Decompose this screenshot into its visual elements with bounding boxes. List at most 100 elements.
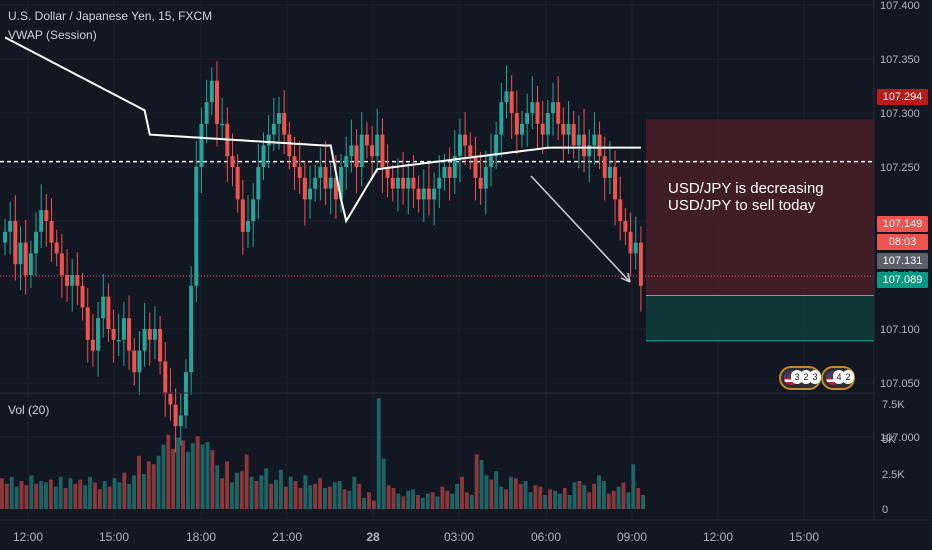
volume-bar [391, 488, 396, 509]
candle-body [566, 123, 571, 135]
event-badge-1[interactable]: 3 2 3 [779, 366, 821, 390]
volume-bar [318, 478, 322, 509]
candle-body [618, 199, 623, 221]
axes [0, 0, 932, 521]
candle-body [452, 156, 457, 178]
volume-bar [337, 481, 342, 509]
volume-bar [323, 488, 327, 509]
volume-tick-label: 5K [882, 434, 896, 446]
volume-bar [435, 496, 440, 509]
volume-bar [73, 483, 78, 509]
volume-bar [499, 486, 504, 509]
arrow-head [620, 272, 631, 283]
volume-bar [445, 490, 450, 509]
candle-body [545, 113, 550, 135]
volume-bar [420, 497, 425, 509]
volume-bar [44, 482, 48, 509]
time-tick-label: 21:00 [272, 530, 302, 544]
volume-bar [327, 486, 332, 509]
volume-bar [112, 478, 117, 509]
time-tick-label: 28 [366, 530, 380, 544]
volume-bar [616, 486, 621, 509]
time-tick-label: 18:00 [186, 530, 216, 544]
volume-bar [293, 481, 298, 509]
volume-bar [455, 483, 460, 509]
volume-bar [19, 481, 24, 509]
volume-bar [469, 495, 474, 509]
candle-body [530, 102, 535, 113]
trend-arrow[interactable] [530, 175, 631, 283]
volume-bar [587, 492, 592, 509]
volume-bar [63, 488, 68, 509]
volume-bar [313, 483, 318, 509]
volume-bar [518, 483, 523, 509]
volume-bar [220, 478, 225, 509]
volume-bar [102, 481, 107, 509]
volume-bar [88, 476, 92, 509]
event-badge-2[interactable]: 4 2 [821, 366, 855, 390]
volume-bar [205, 441, 210, 509]
candle-body [390, 177, 395, 189]
volume-bar [117, 482, 122, 509]
volume-bar [132, 475, 137, 509]
candle-body [520, 123, 524, 135]
candle-body [277, 113, 282, 124]
volume-bar [151, 464, 156, 509]
candle-body [116, 339, 121, 342]
volume-bar [641, 495, 645, 509]
time-axis-ticks: 12:00 15:00 18:00 21:00 28 03:00 06:00 09:00 12:… [13, 530, 819, 544]
volume-legend[interactable]: Vol (20) [8, 403, 50, 417]
candle-body [240, 199, 245, 232]
candle-body [204, 102, 209, 124]
candle-body [561, 123, 566, 135]
volume-axis-ticks: 7.5K 5K 2.5K 0 [882, 399, 905, 516]
target-price-tag: 107.294 [877, 89, 928, 105]
candle-body [576, 134, 581, 146]
volume-bar [557, 493, 562, 509]
candle-body [442, 167, 447, 178]
volume-bar [274, 479, 278, 509]
volume-bar [176, 437, 181, 509]
annotation-line-1: USD/JPY is decreasing [668, 180, 824, 197]
volume-bar [48, 479, 53, 509]
volume-bar [190, 443, 195, 509]
candle-body [287, 134, 292, 157]
candle-body [540, 123, 545, 135]
volume-bar [494, 471, 499, 509]
volume-bar [548, 489, 553, 509]
volume-bar [332, 482, 337, 509]
volume-bar [107, 486, 112, 509]
candle-body [80, 285, 85, 308]
volume-bar [230, 482, 234, 509]
candle-body [349, 145, 354, 157]
candle-body [18, 242, 23, 265]
candle-body [90, 339, 95, 351]
volume-bar [9, 476, 14, 509]
volume-bar [53, 486, 58, 509]
last-price-tag: 107.149 [877, 216, 928, 232]
volume-bar [141, 474, 146, 509]
symbol-title[interactable]: U.S. Dollar / Japanese Yen, 15, FXCM [8, 9, 213, 23]
candle-body [478, 177, 483, 189]
candle-body [582, 134, 587, 157]
price-tick-label: 107.350 [880, 54, 920, 66]
candle-body [587, 145, 592, 157]
candle-body [96, 318, 101, 351]
vwap-legend[interactable]: VWAP (Session) [8, 28, 97, 42]
countdown-tag: 08:03 [877, 234, 928, 250]
candle-body [525, 113, 530, 124]
candle-body [271, 123, 276, 135]
candle-body [592, 134, 597, 146]
volume-bar [97, 489, 102, 509]
volume-bar [577, 481, 582, 509]
candle-body [28, 253, 33, 275]
volume-bar [626, 492, 631, 509]
volume-bar [298, 488, 303, 509]
event-count: 2 [842, 370, 854, 384]
candle-body [127, 318, 132, 351]
volume-bar [264, 468, 269, 509]
candle-body [101, 296, 106, 319]
candle-body [463, 134, 468, 146]
candle-body [426, 188, 431, 200]
